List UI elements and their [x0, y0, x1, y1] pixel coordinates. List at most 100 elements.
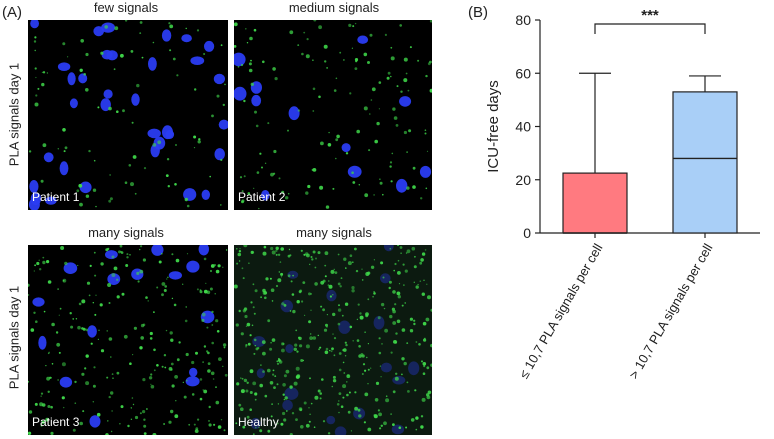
signal-dot [392, 423, 395, 426]
signal-dot [113, 68, 116, 71]
signal-dot [85, 354, 89, 358]
signal-dot [378, 108, 380, 110]
signal-dot [394, 262, 397, 266]
signal-dot [313, 426, 316, 428]
signal-dot [269, 277, 272, 280]
signal-dot [142, 410, 146, 414]
nucleus-mark [57, 62, 71, 71]
signal-dot [188, 423, 191, 426]
signal-dot [34, 36, 37, 39]
signal-dot [300, 249, 303, 252]
nucleus-mark [147, 128, 161, 139]
signal-dot [277, 253, 281, 256]
signal-dot [83, 73, 86, 76]
signal-dot [193, 147, 196, 149]
signal-dot [356, 339, 360, 342]
signal-dot [285, 369, 290, 374]
signal-dot [273, 149, 277, 154]
signal-dot [299, 289, 303, 293]
signal-dot [255, 426, 257, 429]
signal-dot [150, 384, 155, 389]
nucleus-mark [341, 143, 351, 153]
signal-dot [37, 87, 40, 90]
nucleus-mark [181, 34, 192, 43]
signal-dot [147, 300, 149, 302]
signal-dot [199, 290, 203, 294]
signal-dot [170, 409, 174, 414]
signal-dot [100, 349, 105, 353]
signal-dot [300, 359, 304, 362]
signal-dot [34, 402, 38, 406]
signal-dot [314, 266, 317, 269]
signal-dot [185, 352, 189, 357]
signal-dot [168, 22, 171, 25]
signal-dot [248, 62, 252, 66]
signal-dot [203, 257, 207, 261]
signal-dot [271, 250, 276, 255]
signal-dot [249, 369, 254, 374]
signal-dot [124, 20, 128, 22]
signal-dot [415, 285, 419, 289]
signal-dot [364, 392, 369, 397]
signal-dot [425, 317, 430, 322]
signal-dot [88, 294, 91, 297]
signal-dot [124, 181, 128, 184]
signal-dot [430, 363, 432, 367]
signal-dot [382, 193, 384, 196]
signal-dot [270, 246, 274, 251]
signal-dot [157, 140, 162, 145]
signal-dot [378, 351, 382, 355]
signal-dot [303, 253, 306, 256]
signal-dot [178, 341, 181, 344]
signal-dot [186, 253, 189, 255]
signal-dot [342, 361, 345, 364]
signal-dot [92, 384, 96, 388]
signal-dot [209, 175, 211, 178]
signal-dot [176, 74, 179, 77]
signal-dot [129, 362, 132, 365]
signal-dot [80, 39, 84, 43]
signal-dot [373, 259, 375, 261]
signal-dot [429, 60, 432, 64]
signal-dot [277, 358, 281, 362]
signal-dot [34, 102, 39, 107]
signal-dot [269, 381, 274, 385]
signal-dot [378, 412, 382, 417]
signal-dot [272, 369, 275, 372]
signal-dot [370, 99, 373, 101]
signal-dot [394, 303, 397, 306]
x-tick-label: > 10,7 PLA signals per cell [626, 241, 716, 382]
signal-dot [403, 130, 407, 135]
signal-dot [340, 405, 344, 408]
signal-dot [240, 407, 244, 411]
signal-dot [222, 365, 224, 367]
signal-dot [276, 422, 279, 425]
micrograph-patient-2: Patient 2 [234, 20, 432, 210]
signal-dot [108, 106, 112, 111]
signal-dot [191, 393, 195, 396]
signal-dot [142, 258, 146, 262]
nucleus-mark [198, 245, 209, 256]
signal-dot [328, 280, 330, 282]
signal-dot [310, 402, 313, 405]
x-tick-label: ≤ 10,7 PLA signals per cell [516, 241, 606, 381]
signal-dot [120, 251, 122, 253]
signal-dot [313, 20, 317, 22]
signal-dot [236, 382, 240, 386]
signal-dot [348, 23, 352, 27]
signal-dot [312, 59, 314, 61]
signal-dot [392, 309, 396, 314]
signal-dot [149, 337, 153, 340]
nucleus-mark [251, 94, 262, 107]
signal-dot [250, 82, 254, 86]
signal-dot [163, 289, 167, 292]
signal-dot [64, 146, 68, 150]
signal-dot [308, 407, 310, 409]
signal-dot [413, 322, 416, 326]
signal-dot [206, 326, 209, 329]
signal-dot [253, 338, 257, 342]
signal-dot [195, 351, 198, 355]
signal-dot [50, 431, 54, 435]
signal-dot [270, 172, 274, 177]
signal-dot [349, 325, 353, 329]
